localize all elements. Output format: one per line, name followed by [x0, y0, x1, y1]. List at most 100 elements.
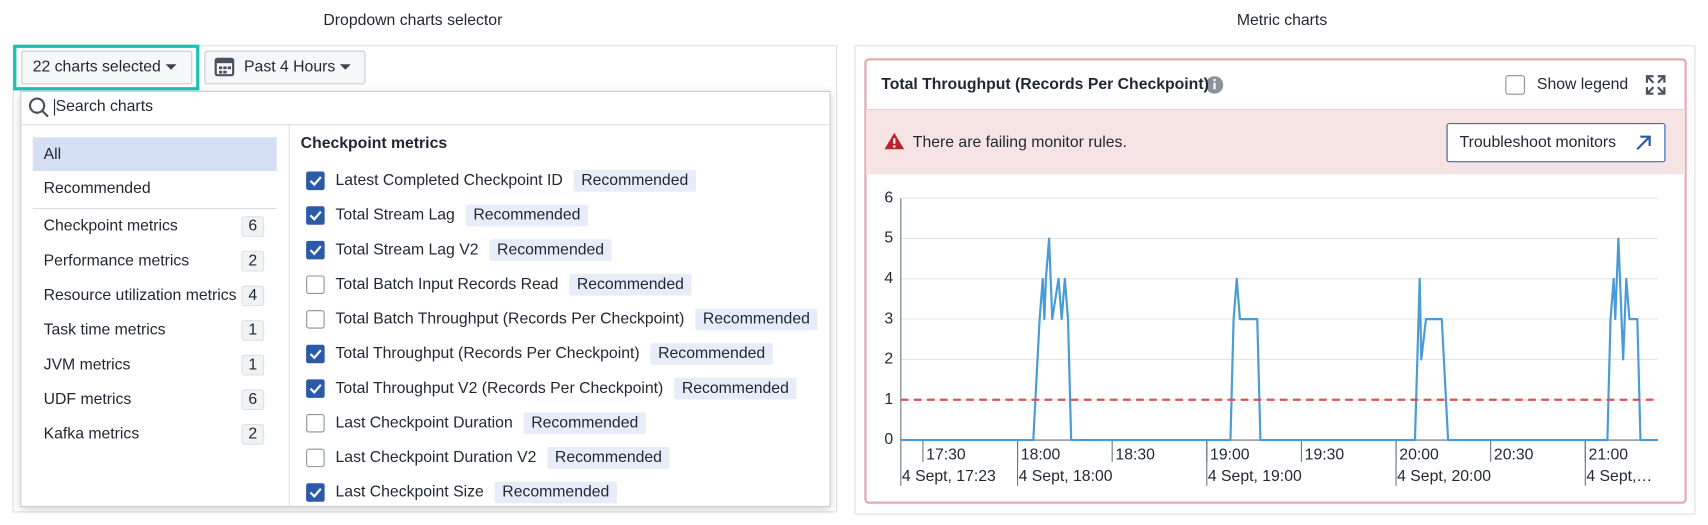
- panel-title: Metric charts: [1237, 12, 1327, 29]
- checkbox[interactable]: [306, 414, 325, 433]
- badge-bg: [650, 343, 773, 365]
- checkbox[interactable]: [306, 275, 325, 294]
- category-option[interactable]: Task time metrics: [44, 322, 166, 339]
- category-option[interactable]: Checkpoint metrics: [44, 218, 178, 235]
- checkmark: [309, 245, 322, 256]
- count: 4: [248, 287, 257, 304]
- checkmark: [309, 384, 322, 395]
- count: 2: [248, 426, 257, 443]
- info-icon: [1213, 78, 1216, 82]
- x-tick-label: 20:30: [1494, 446, 1534, 463]
- item-label[interactable]: Total Throughput (Records Per Checkpoint…: [336, 345, 640, 362]
- count-badge: [241, 320, 265, 341]
- panel-title: Dropdown charts selector: [323, 12, 502, 29]
- chart-title: Total Throughput (Records Per Checkpoint…: [881, 76, 1209, 93]
- badge-bg: [674, 377, 797, 400]
- highlight: [13, 44, 200, 91]
- y-tick-label: 2: [884, 351, 893, 368]
- arrow-icon: [1636, 135, 1651, 150]
- checkbox[interactable]: [306, 171, 325, 191]
- series-line: [900, 237, 1658, 442]
- checkbox[interactable]: [306, 206, 325, 225]
- checkbox[interactable]: [306, 483, 325, 502]
- item-label[interactable]: Total Batch Input Records Read: [336, 276, 559, 293]
- item-label[interactable]: Last Checkpoint Duration V2: [336, 449, 537, 466]
- section-title: Checkpoint metrics: [301, 135, 448, 152]
- badge: Recommended: [531, 414, 638, 431]
- warning-icon: [893, 138, 896, 144]
- count-badge: [241, 389, 265, 411]
- selected-filter: [32, 137, 277, 172]
- info-icon: [1213, 82, 1216, 90]
- legend-checkbox[interactable]: [1505, 75, 1525, 95]
- alert-text: There are failing monitor rules.: [913, 134, 1127, 151]
- y-tick-label: 4: [884, 270, 893, 287]
- count-badge: [241, 424, 265, 445]
- checkmark: [309, 488, 322, 498]
- search-icon: [41, 110, 49, 118]
- category-option[interactable]: Resource utilization metrics: [44, 287, 237, 304]
- category-option[interactable]: Kafka metrics: [44, 426, 140, 443]
- button-label: Troubleshoot monitors: [1460, 134, 1617, 151]
- count-badge: [241, 285, 265, 307]
- y-tick-label: 1: [884, 391, 893, 408]
- filter-option[interactable]: All: [44, 146, 62, 163]
- item-label[interactable]: Last Checkpoint Duration: [336, 414, 513, 431]
- x-tick-label: 19:00: [1210, 446, 1250, 463]
- category-option[interactable]: JVM metrics: [44, 356, 131, 373]
- x-tick-label: 18:00: [1021, 446, 1061, 463]
- checkmark: [309, 349, 322, 360]
- badge-bg: [465, 204, 589, 227]
- badge: Recommended: [497, 241, 604, 258]
- checkbox[interactable]: [306, 379, 325, 398]
- x-tick-label: 18:30: [1115, 446, 1155, 463]
- badge: Recommended: [502, 484, 609, 501]
- badge-bg: [523, 412, 646, 435]
- item-label[interactable]: Last Checkpoint Size: [336, 484, 484, 501]
- badge-bg: [547, 447, 670, 469]
- checkbox[interactable]: [306, 448, 325, 468]
- count: 6: [248, 391, 257, 408]
- caret: [165, 64, 177, 70]
- time-button[interactable]: [204, 50, 366, 85]
- x-tick-label: 20:00: [1399, 446, 1439, 463]
- x-tick-label: 21:00: [1589, 446, 1629, 463]
- badge: Recommended: [581, 172, 688, 189]
- item-label[interactable]: Total Stream Lag V2: [336, 241, 479, 258]
- category-option[interactable]: Performance metrics: [44, 252, 190, 269]
- checkbox[interactable]: [306, 344, 325, 364]
- x-tick-label: 17:30: [926, 446, 966, 463]
- category-option[interactable]: UDF metrics: [44, 391, 132, 408]
- badge-bg: [569, 273, 692, 296]
- badge-bg: [489, 239, 612, 261]
- y-tick-label: 6: [884, 189, 893, 206]
- filter-option[interactable]: Recommended: [44, 180, 151, 197]
- legend-toggle-label[interactable]: Show legend: [1537, 76, 1628, 93]
- checkbox[interactable]: [306, 310, 325, 329]
- item-label[interactable]: Latest Completed Checkpoint ID: [336, 172, 563, 189]
- y-tick-label: 0: [884, 431, 893, 448]
- badge: Recommended: [473, 207, 580, 224]
- badge: Recommended: [555, 449, 662, 466]
- expand-icon[interactable]: [1645, 75, 1666, 95]
- warning-icon: [893, 145, 896, 148]
- item-label[interactable]: Total Throughput V2 (Records Per Checkpo…: [336, 380, 664, 397]
- item-label[interactable]: Total Stream Lag: [336, 207, 455, 224]
- item-label[interactable]: Total Batch Throughput (Records Per Chec…: [336, 311, 685, 328]
- badge: Recommended: [682, 380, 789, 397]
- badge: Recommended: [577, 276, 684, 293]
- count-badge: [241, 250, 265, 272]
- search-input[interactable]: Search charts: [56, 98, 153, 115]
- troubleshoot-button[interactable]: [1446, 123, 1666, 163]
- count-badge: [241, 354, 265, 376]
- x-tick-label-secondary: 4 Sept, 20:00: [1397, 468, 1491, 485]
- selector-button[interactable]: [21, 50, 193, 85]
- button-label: Past 4 Hours: [244, 59, 335, 76]
- badge: Recommended: [658, 345, 765, 362]
- badge-bg: [494, 481, 617, 504]
- checkbox[interactable]: [306, 240, 325, 260]
- x-tick-label-secondary: 4 Sept, 17:23: [902, 468, 996, 485]
- calendar-icon: [214, 57, 235, 77]
